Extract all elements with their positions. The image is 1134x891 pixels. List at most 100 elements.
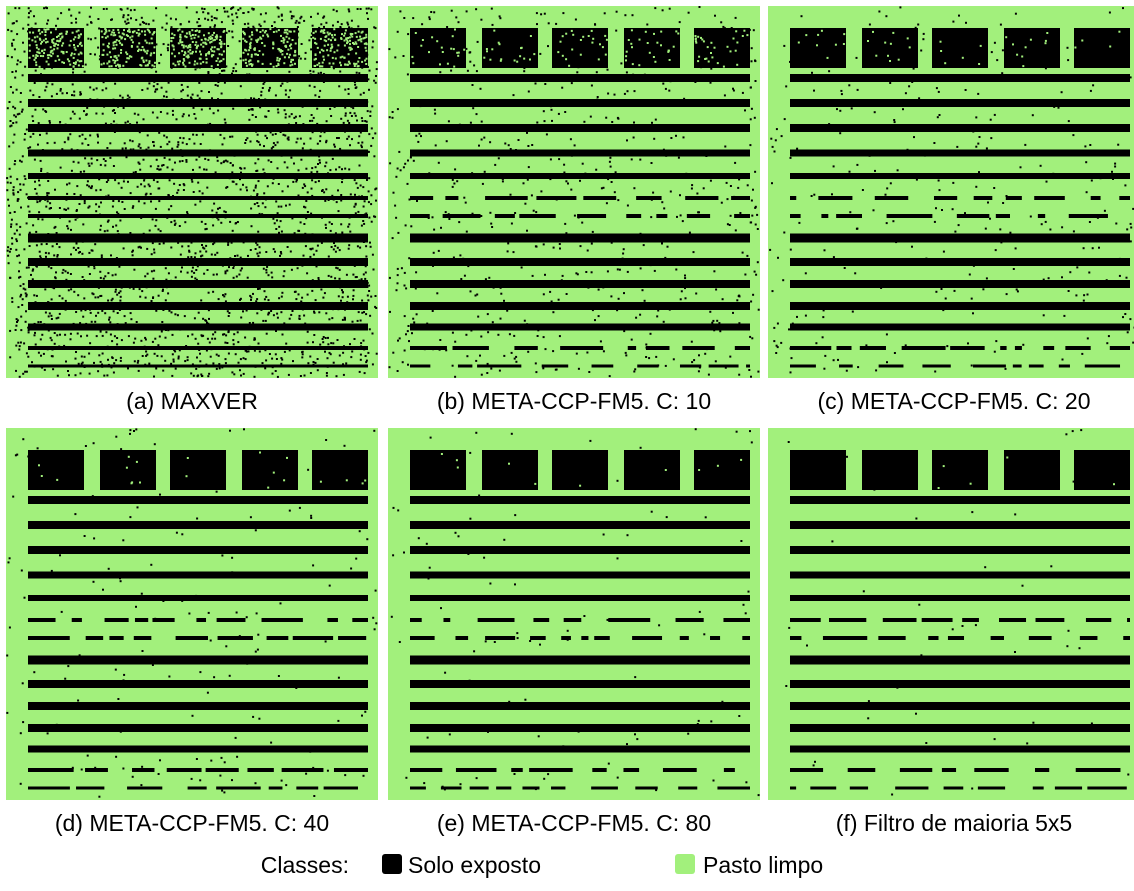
noise-pixel — [1115, 223, 1117, 225]
noise-pixel — [366, 538, 368, 540]
noise-pixel — [309, 70, 311, 72]
noise-pixel — [29, 54, 31, 56]
noise-pixel — [89, 134, 91, 136]
noise-pixel — [302, 123, 304, 125]
noise-pixel — [288, 38, 290, 40]
noise-pixel — [245, 62, 247, 64]
noise-pixel — [350, 34, 352, 36]
noise-pixel — [181, 31, 183, 33]
noise-pixel — [410, 225, 412, 227]
noise-pixel — [1073, 230, 1075, 232]
bare-soil-block — [242, 450, 298, 490]
noise-pixel — [201, 221, 203, 223]
noise-pixel — [221, 757, 223, 759]
noise-pixel — [98, 206, 100, 208]
noise-pixel — [165, 267, 167, 269]
noise-pixel — [9, 251, 11, 253]
noise-pixel — [172, 334, 174, 336]
noise-pixel — [40, 257, 42, 259]
noise-pixel — [1112, 178, 1114, 180]
noise-pixel — [283, 62, 285, 64]
noise-pixel — [280, 35, 282, 37]
noise-pixel — [271, 147, 273, 149]
bare-soil-block — [552, 28, 608, 68]
noise-pixel — [278, 41, 280, 43]
noise-pixel — [550, 105, 552, 107]
noise-pixel — [831, 193, 833, 195]
noise-pixel — [331, 66, 333, 68]
noise-pixel — [152, 341, 154, 343]
noise-pixel — [224, 119, 226, 121]
noise-pixel — [458, 52, 460, 54]
noise-pixel — [168, 208, 170, 210]
noise-pixel — [480, 19, 482, 21]
noise-pixel — [539, 281, 541, 283]
noise-pixel — [543, 110, 545, 112]
noise-pixel — [790, 371, 792, 373]
noise-pixel — [194, 102, 196, 104]
noise-pixel — [1015, 247, 1017, 249]
noise-pixel — [55, 324, 57, 326]
noise-pixel — [370, 145, 372, 147]
noise-pixel — [38, 96, 40, 98]
noise-pixel — [529, 59, 531, 61]
noise-pixel — [872, 31, 874, 33]
noise-pixel — [961, 102, 963, 104]
bare-soil-block — [932, 28, 988, 68]
noise-pixel — [141, 105, 143, 107]
noise-pixel — [206, 187, 208, 189]
bare-soil-strip — [410, 280, 750, 288]
noise-pixel — [159, 759, 161, 761]
noise-pixel — [338, 85, 340, 87]
noise-pixel — [131, 481, 133, 483]
noise-pixel — [53, 45, 55, 47]
noise-pixel — [52, 128, 54, 130]
noise-pixel — [73, 44, 75, 46]
noise-pixel — [82, 276, 84, 278]
noise-pixel — [862, 189, 864, 191]
noise-pixel — [55, 25, 57, 27]
noise-pixel — [627, 90, 629, 92]
noise-pixel — [82, 241, 84, 243]
noise-pixel — [265, 480, 267, 482]
noise-pixel — [433, 76, 435, 78]
noise-pixel — [224, 82, 226, 84]
noise-pixel — [248, 196, 250, 198]
noise-pixel — [100, 329, 102, 331]
noise-pixel — [937, 175, 939, 177]
noise-pixel — [109, 157, 111, 159]
noise-pixel — [138, 29, 140, 31]
bare-soil-strip — [592, 768, 606, 772]
noise-pixel — [65, 361, 67, 363]
noise-pixel — [160, 111, 162, 113]
noise-pixel — [349, 144, 351, 146]
noise-pixel — [656, 315, 658, 317]
bare-soil-strip — [1110, 346, 1130, 350]
noise-pixel — [73, 66, 75, 68]
noise-pixel — [70, 707, 72, 709]
noise-pixel — [179, 225, 181, 227]
noise-pixel — [26, 371, 28, 373]
noise-pixel — [133, 501, 135, 503]
noise-pixel — [278, 75, 280, 77]
noise-pixel — [144, 30, 146, 32]
noise-pixel — [1124, 313, 1126, 315]
noise-pixel — [47, 19, 49, 21]
noise-pixel — [344, 107, 346, 109]
noise-pixel — [326, 375, 328, 377]
bare-soil-strip — [206, 768, 239, 772]
noise-pixel — [14, 160, 16, 162]
noise-pixel — [920, 50, 922, 52]
noise-pixel — [214, 26, 216, 28]
noise-pixel — [408, 325, 410, 327]
noise-pixel — [213, 32, 215, 34]
noise-pixel — [200, 53, 202, 55]
noise-pixel — [70, 333, 72, 335]
noise-pixel — [217, 208, 219, 210]
bare-soil-strip — [742, 636, 750, 640]
noise-pixel — [265, 135, 267, 137]
noise-pixel — [374, 132, 376, 134]
noise-pixel — [240, 270, 242, 272]
noise-pixel — [644, 74, 646, 76]
noise-pixel — [989, 218, 991, 220]
